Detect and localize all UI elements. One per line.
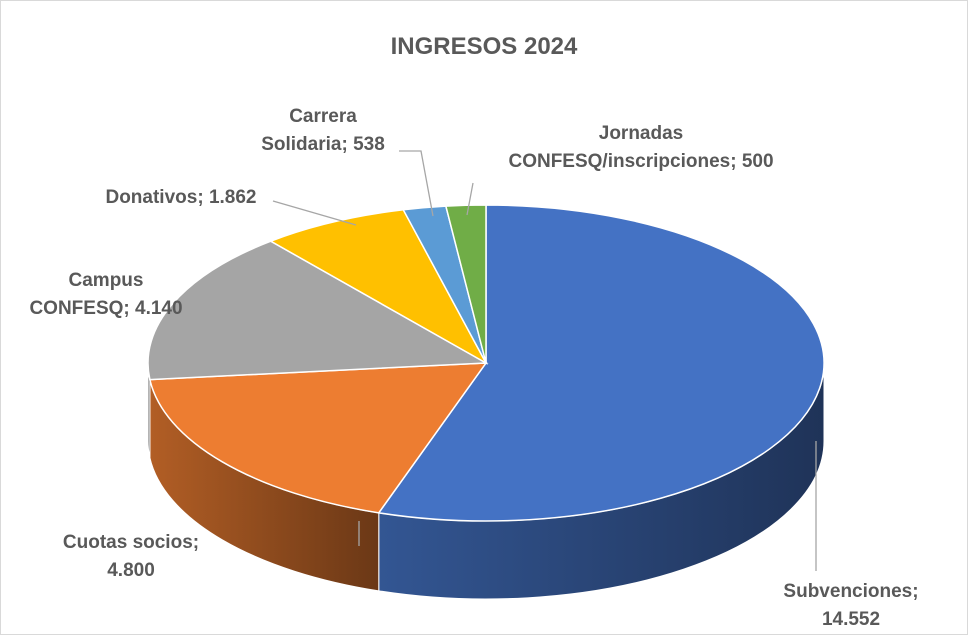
label-category: Jornadas CONFESQ/inscripciones; <box>508 123 737 172</box>
leader-line <box>272 200 357 226</box>
label-value: 538 <box>353 134 385 155</box>
label-value: 500 <box>741 151 774 172</box>
leader-line <box>399 150 434 217</box>
data-label: Campus CONFESQ; 4.140 <box>24 267 189 323</box>
label-value: 4.140 <box>135 298 183 319</box>
pie-tops <box>147 204 825 522</box>
label-category: Carrera Solidaria; <box>261 106 357 155</box>
label-value: 4.800 <box>107 560 155 581</box>
leader-lines <box>272 150 817 571</box>
label-category: Subvenciones; <box>783 581 919 602</box>
label-category: Donativos; <box>105 187 204 208</box>
data-label: Subvenciones; 14.552 <box>776 578 926 634</box>
pie-slice <box>377 204 825 522</box>
label-category: Cuotas socios; <box>62 532 200 553</box>
data-label: Jornadas CONFESQ/inscripciones; 500 <box>486 120 796 176</box>
label-value: 1.862 <box>208 187 257 208</box>
label-value: 14.552 <box>821 609 881 630</box>
pie-slice <box>444 204 487 364</box>
chart-title: INGRESOS 2024 <box>390 33 578 60</box>
leader-line <box>466 182 474 216</box>
data-label: Cuotas socios; 4.800 <box>56 529 206 585</box>
pie-slice <box>147 240 489 381</box>
label-category: Campus CONFESQ; <box>29 270 144 319</box>
pie-slice <box>148 362 488 514</box>
pie-slice <box>268 208 488 365</box>
data-label: Carrera Solidaria; 538 <box>253 103 393 159</box>
data-label: Donativos; 1.862 <box>56 184 306 212</box>
